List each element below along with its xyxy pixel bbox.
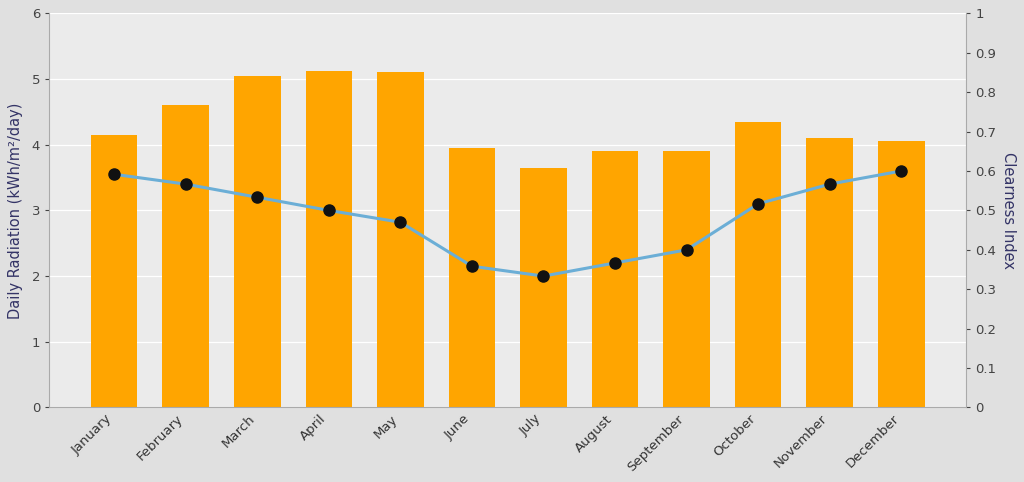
Bar [234, 76, 281, 407]
Bar [449, 148, 496, 407]
Bar [520, 168, 566, 407]
Bar [305, 71, 352, 407]
Bar [592, 151, 638, 407]
Y-axis label: Clearness Index: Clearness Index [1000, 152, 1016, 269]
Bar [807, 138, 853, 407]
Y-axis label: Daily Radiation (kWh/m²/day): Daily Radiation (kWh/m²/day) [8, 102, 24, 319]
Bar [878, 141, 925, 407]
Bar [163, 105, 209, 407]
Bar [377, 72, 424, 407]
Bar [735, 122, 781, 407]
Bar [91, 135, 137, 407]
Bar [664, 151, 710, 407]
